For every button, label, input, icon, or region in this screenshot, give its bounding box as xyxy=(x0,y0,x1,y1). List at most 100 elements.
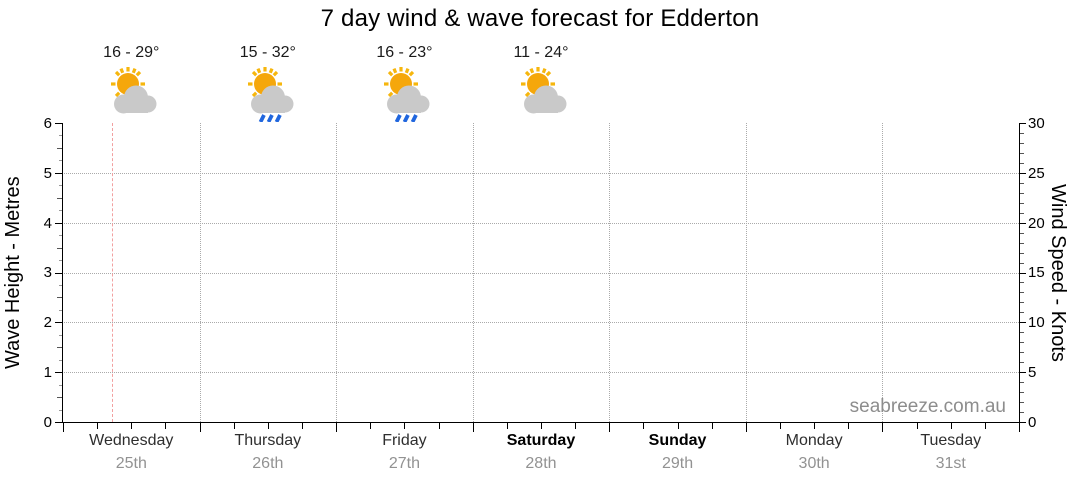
day-column-wednesday: 16 - 29° W xyxy=(63,40,200,485)
bottom-axis-tick xyxy=(984,423,986,429)
vertical-gridline xyxy=(472,123,474,422)
partly-cloudy-icon xyxy=(512,64,570,122)
right-axis-tick xyxy=(1020,262,1024,264)
left-axis-tick xyxy=(59,409,62,411)
right-axis-tick xyxy=(1020,292,1024,294)
bottom-axis-tick xyxy=(916,423,918,429)
bottom-axis-tick xyxy=(63,423,64,432)
right-tick-label: 10 xyxy=(1028,314,1045,331)
right-axis-tick xyxy=(1020,123,1026,124)
right-axis-tick xyxy=(1020,402,1024,404)
bottom-axis-tick xyxy=(780,423,781,429)
bottom-axis-tick xyxy=(950,423,952,429)
temp-range-label: 16 - 29° xyxy=(103,44,160,61)
bottom-axis-tick xyxy=(97,423,99,429)
day-name-label: Wednesday xyxy=(89,432,174,449)
cloud-icon xyxy=(250,85,294,114)
right-axis-tick xyxy=(1020,242,1024,244)
bottom-axis-tick xyxy=(609,423,611,432)
bottom-axis-tick xyxy=(711,423,713,429)
bottom-axis-tick xyxy=(302,423,303,429)
left-axis-tick xyxy=(59,309,62,311)
bottom-axis-tick xyxy=(1019,423,1020,432)
day-date-label: 31st xyxy=(935,455,966,472)
left-tick-label: 4 xyxy=(43,215,52,232)
right-axis-tick xyxy=(1020,152,1024,154)
left-axis-line xyxy=(62,123,63,423)
horizontal-gridline xyxy=(64,172,1019,174)
right-tick-label: 25 xyxy=(1028,165,1045,182)
left-axis-tick xyxy=(55,422,62,423)
temp-range-label: 15 - 32° xyxy=(239,44,296,61)
bottom-axis-tick xyxy=(814,423,816,429)
day-date-label: 29th xyxy=(661,455,694,472)
partly-cloudy-rain-icon xyxy=(375,64,433,123)
day-name-label: Monday xyxy=(785,432,843,449)
left-axis-tick xyxy=(59,359,62,361)
bottom-axis-tick xyxy=(882,423,884,432)
left-axis-tick xyxy=(55,322,62,324)
rain-icon xyxy=(258,114,282,123)
left-tick-label: 2 xyxy=(43,314,52,331)
right-axis-tick xyxy=(1020,302,1024,304)
left-axis-tick xyxy=(59,284,62,286)
right-tick-label: 15 xyxy=(1028,264,1045,281)
right-axis-tick xyxy=(1020,232,1024,234)
day-name-label: Friday xyxy=(382,432,427,449)
left-axis-tick xyxy=(55,172,62,174)
right-axis-tick xyxy=(1020,212,1024,214)
bottom-axis-tick xyxy=(370,423,372,429)
right-tick-label: 5 xyxy=(1028,364,1037,381)
right-axis-tick xyxy=(1020,422,1026,423)
bottom-axis-tick xyxy=(131,423,133,429)
day-column-tuesday: Tuesday 31st xyxy=(882,40,1019,485)
left-axis-tick xyxy=(59,334,62,336)
left-tick-label: 0 xyxy=(43,414,52,431)
right-axis-tick xyxy=(1020,172,1026,174)
left-axis-tick xyxy=(59,260,62,262)
left-tick-label: 5 xyxy=(43,165,52,182)
bottom-axis-tick xyxy=(677,423,679,429)
partly-cloudy-icon xyxy=(102,64,160,122)
day-date-label: 30th xyxy=(798,455,830,472)
left-axis-tick xyxy=(59,135,62,137)
left-axis-tick xyxy=(59,235,62,237)
cloud-icon xyxy=(523,85,567,114)
left-axis-tick xyxy=(57,197,62,199)
bottom-axis-tick xyxy=(541,423,542,429)
chart-title: 7 day wind & wave forecast for Edderton xyxy=(320,5,760,32)
left-tick-label: 3 xyxy=(43,264,52,281)
right-axis-tick xyxy=(1020,342,1024,344)
left-axis-tick xyxy=(57,397,62,399)
rain-icon xyxy=(395,114,419,123)
right-axis-tick xyxy=(1020,282,1024,284)
left-tick-label: 1 xyxy=(43,364,52,381)
left-axis-tick xyxy=(55,272,62,274)
bottom-axis-tick xyxy=(575,423,577,429)
right-axis-tick xyxy=(1020,192,1024,194)
partly-cloudy-rain-icon xyxy=(239,64,297,123)
day-name-label: Saturday xyxy=(506,432,576,449)
right-tick-label: 0 xyxy=(1028,414,1037,431)
right-axis-tick xyxy=(1020,392,1024,394)
cloud-icon xyxy=(114,85,157,114)
horizontal-gridline xyxy=(64,372,1019,374)
temp-range-label: 16 - 23° xyxy=(376,44,433,61)
left-axis-tick xyxy=(57,347,62,349)
bottom-axis-tick xyxy=(165,423,167,429)
bottom-axis-tick xyxy=(199,423,201,432)
vertical-gridline xyxy=(336,123,338,422)
bottom-axis-tick xyxy=(404,423,406,429)
right-axis-tick xyxy=(1020,362,1024,364)
horizontal-gridline xyxy=(64,222,1019,224)
left-axis-tick xyxy=(55,222,62,224)
watermark: seabreeze.com.au xyxy=(849,396,1006,417)
day-column-friday: 16 - 23° F xyxy=(336,40,473,485)
right-tick-label: 30 xyxy=(1028,115,1045,132)
right-axis-tick xyxy=(1020,272,1026,274)
cloud-icon xyxy=(387,85,430,114)
bottom-axis-tick xyxy=(643,423,645,429)
right-axis-tick xyxy=(1020,182,1024,184)
day-column-monday: Monday 30th xyxy=(746,40,883,485)
